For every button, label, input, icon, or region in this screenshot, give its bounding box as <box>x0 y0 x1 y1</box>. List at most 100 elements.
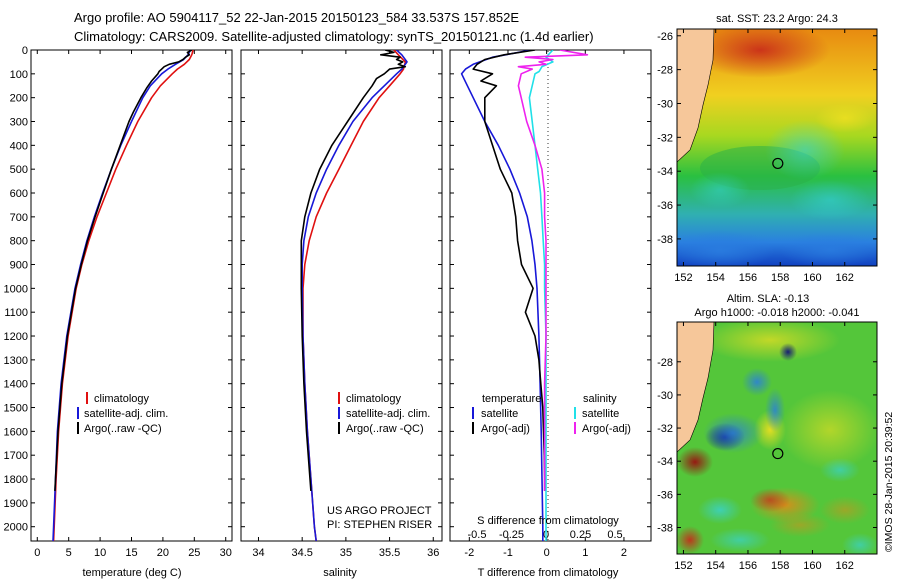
series-line-satellite <box>301 50 408 541</box>
x-tick-label: -1 <box>503 547 513 559</box>
legend-temperature-title: temperature <box>482 393 541 405</box>
lon-tick-label: 154 <box>707 272 725 284</box>
argo-float-marker <box>772 447 784 460</box>
depth-tick-label: 1800 <box>4 474 28 486</box>
lon-tick-label: 158 <box>771 272 789 284</box>
temperature-axis-label: temperature (deg C) <box>82 567 181 579</box>
lon-tick-label: 158 <box>771 560 789 572</box>
series-line-t-argo <box>472 50 546 491</box>
x-tick-label: 1 <box>582 547 588 559</box>
x-tick-label: 35 <box>340 547 352 559</box>
depth-tick-label: 1400 <box>4 379 28 391</box>
salinity-series <box>300 50 408 541</box>
lat-tick-label: -38 <box>657 522 673 534</box>
land-australia <box>677 29 715 163</box>
pi-credit: PI: STEPHEN RISER <box>327 519 432 531</box>
legend-climatology-label: climatology <box>94 393 150 405</box>
salinity-plot-frame <box>240 49 443 542</box>
s-tick-label: 0.25 <box>570 529 591 541</box>
sla-map-frame <box>676 321 878 555</box>
land-australia <box>677 322 715 453</box>
difference-series <box>460 50 589 541</box>
x-tick-label: 2 <box>621 547 627 559</box>
lat-tick-label: -28 <box>657 357 673 369</box>
sst-lat-axis: -26 -28 -30 -32 -34 -36 -38 <box>657 31 877 246</box>
lat-tick-label: -34 <box>657 166 673 178</box>
sla-map-field <box>677 322 877 554</box>
temperature-panel: 0100200300400500600700800900100011001200… <box>4 45 233 579</box>
salinity-legend: climatology satellite-adj. clim. Argo(..… <box>338 392 430 435</box>
depth-axis: 0 100 200 300 400 500 600 700 800 900 1000 1100 1200… <box>4 45 232 534</box>
difference-depth-ticks <box>450 49 651 528</box>
x-tick-label: 34.5 <box>291 547 312 559</box>
lon-tick-label: 152 <box>674 560 692 572</box>
t-difference-label: T difference from climatology <box>478 567 619 579</box>
x-tick-label: -2 <box>464 547 474 559</box>
difference-panel: -2 -1 0 1 2 -0.5 -0.25 0 0.25 0.5 S difference f… <box>449 49 652 579</box>
depth-tick-label: 100 <box>10 69 28 81</box>
legend-s-satellite-label: satellite <box>582 408 619 420</box>
figure-title-line1: Argo profile: AO 5904117_52 22-Jan-2015 … <box>74 10 519 25</box>
lon-tick-label: 154 <box>707 560 725 572</box>
sst-map-frame <box>676 28 878 267</box>
lat-tick-label: -28 <box>657 65 673 77</box>
temperature-axis: 0 5 10 15 20 25 30 <box>34 50 232 559</box>
sst-map-title: sat. SST: 23.2 Argo: 24.3 <box>716 13 838 25</box>
difference-legend: temperature satellite Argo(-adj) salinit… <box>472 393 631 435</box>
legend-climatology-label: climatology <box>346 393 402 405</box>
difference-plot-frame <box>449 49 652 542</box>
x-tick-label: 36 <box>427 547 439 559</box>
salinity-axis-label: salinity <box>323 567 357 579</box>
legend-satellite-label: satellite-adj. clim. <box>346 408 430 420</box>
depth-tick-label: 500 <box>10 164 28 176</box>
depth-tick-label: 2000 <box>4 522 28 534</box>
depth-tick-label: 1000 <box>4 283 28 295</box>
lat-tick-label: -34 <box>657 456 673 468</box>
series-line-s-satellite <box>528 50 554 541</box>
temperature-series <box>52 50 194 541</box>
temperature-legend: climatology satellite-adj. clim. Argo(..… <box>77 392 168 435</box>
lat-tick-label: -36 <box>657 200 673 212</box>
argo-float-marker <box>772 157 784 170</box>
sst-map-panel: sat. SST: 23.2 Argo: 24.3 -26 -28 -30 -32 -3… <box>657 13 878 284</box>
x-tick-label: 35.5 <box>379 547 400 559</box>
series-line-argo <box>54 50 193 491</box>
series-line-climatology <box>302 50 407 541</box>
lon-tick-label: 162 <box>836 560 854 572</box>
series-line-argo <box>300 50 407 491</box>
legend-t-satellite-label: satellite <box>481 408 518 420</box>
series-line-t-satellite <box>460 50 544 541</box>
depth-tick-label: 300 <box>10 117 28 129</box>
lat-tick-label: -32 <box>657 423 673 435</box>
imos-credit: ©IMOS 28-Jan-2015 20:39:52 <box>883 412 895 552</box>
series-line-s-argo <box>517 50 589 491</box>
legend-argo-label: Argo(..raw -QC) <box>84 423 162 435</box>
depth-tick-label: 1500 <box>4 403 28 415</box>
lat-tick-label: -26 <box>657 31 673 43</box>
lat-tick-label: -30 <box>657 98 673 110</box>
x-tick-label: 30 <box>220 547 232 559</box>
lon-tick-label: 160 <box>803 560 821 572</box>
depth-tick-label: 600 <box>10 188 28 200</box>
s-difference-label: S difference from climatology <box>477 515 619 527</box>
lat-tick-label: -32 <box>657 132 673 144</box>
sla-map-subtitle: Argo h1000: -0.018 h2000: -0.041 <box>694 307 859 319</box>
s-tick-label: -0.5 <box>468 529 487 541</box>
s-tick-label: -0.25 <box>499 529 524 541</box>
legend-argo-label: Argo(..raw -QC) <box>346 423 424 435</box>
temperature-plot-frame <box>30 49 233 542</box>
depth-tick-label: 800 <box>10 236 28 248</box>
s-difference-axis: -0.5 -0.25 0 0.25 0.5 <box>468 529 623 541</box>
sla-map-panel: Altim. SLA: -0.13 Argo h1000: -0.018 h20… <box>657 293 878 572</box>
depth-tick-label: 400 <box>10 140 28 152</box>
lat-tick-label: -36 <box>657 489 673 501</box>
lon-tick-label: 152 <box>674 272 692 284</box>
sst-map-field <box>677 29 877 266</box>
x-tick-label: 15 <box>125 547 137 559</box>
depth-tick-label: 0 <box>22 45 28 57</box>
depth-tick-label: 1200 <box>4 331 28 343</box>
depth-tick-label: 1300 <box>4 355 28 367</box>
lon-tick-label: 156 <box>739 272 757 284</box>
depth-tick-label: 1700 <box>4 450 28 462</box>
lat-tick-label: -30 <box>657 390 673 402</box>
